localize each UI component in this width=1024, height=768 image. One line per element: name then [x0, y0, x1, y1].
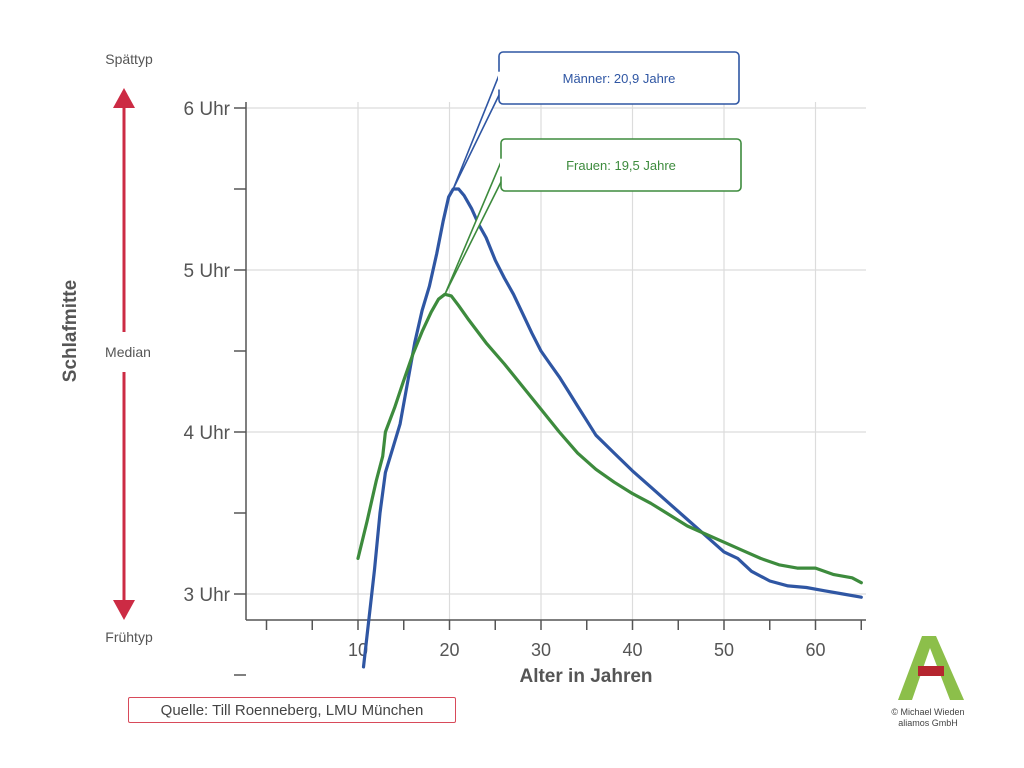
x-tick-label: 40 — [622, 640, 642, 660]
callout-joint-maenner — [498, 71, 502, 90]
x-tick-label: 60 — [805, 640, 825, 660]
y-tick-label: 6 Uhr — [184, 99, 231, 120]
callout-pointer-maenner — [452, 69, 502, 190]
series-layer — [356, 187, 863, 669]
axes: 10 20 30 40 50 60 3 Uhr 4 Uhr 5 Uhr 6 Uhr — [184, 99, 866, 676]
callout-label-frauen: Frauen: 19,5 Jahre — [566, 158, 676, 173]
arrow-down-head — [113, 600, 135, 620]
x-tick-label: 30 — [531, 640, 551, 660]
x-tick-label: 20 — [439, 640, 459, 660]
side-label-fruehtyp: Frühtyp — [105, 629, 153, 645]
chronotype-arrow — [113, 88, 135, 620]
x-tick-label: 10 — [348, 640, 368, 660]
callout-pointer-frauen — [444, 156, 504, 296]
series-line-frauen — [356, 292, 863, 585]
y-tick-label: 3 Uhr — [184, 585, 231, 606]
logo-letter-a — [898, 636, 964, 700]
y-tick-label: 5 Uhr — [184, 261, 231, 282]
arrow-up-head — [113, 88, 135, 108]
copyright-line-1: © Michael Wieden — [891, 707, 965, 717]
y-axis-title: Schlafmitte — [60, 280, 81, 382]
callout-label-maenner: Männer: 20,9 Jahre — [563, 71, 676, 86]
callout-joint-frauen — [500, 158, 504, 177]
source-note: Quelle: Till Roenneberg, LMU München — [128, 697, 456, 723]
side-label-spaettyp: Spättyp — [105, 51, 153, 67]
x-tick-label: 50 — [714, 640, 734, 660]
aliamos-logo — [898, 636, 964, 700]
y-tick-label: 4 Uhr — [184, 423, 231, 444]
copyright: © Michael Wieden aliamos GmbH — [880, 707, 976, 729]
series-line-maenner — [361, 187, 863, 669]
logo-bar — [918, 666, 944, 676]
callouts: Männer: 20,9 Jahre Frauen: 19,5 Jahre — [444, 51, 742, 296]
side-label-median: Median — [105, 344, 151, 360]
copyright-line-2: aliamos GmbH — [898, 718, 958, 728]
x-axis-title: Alter in Jahren — [519, 666, 652, 687]
